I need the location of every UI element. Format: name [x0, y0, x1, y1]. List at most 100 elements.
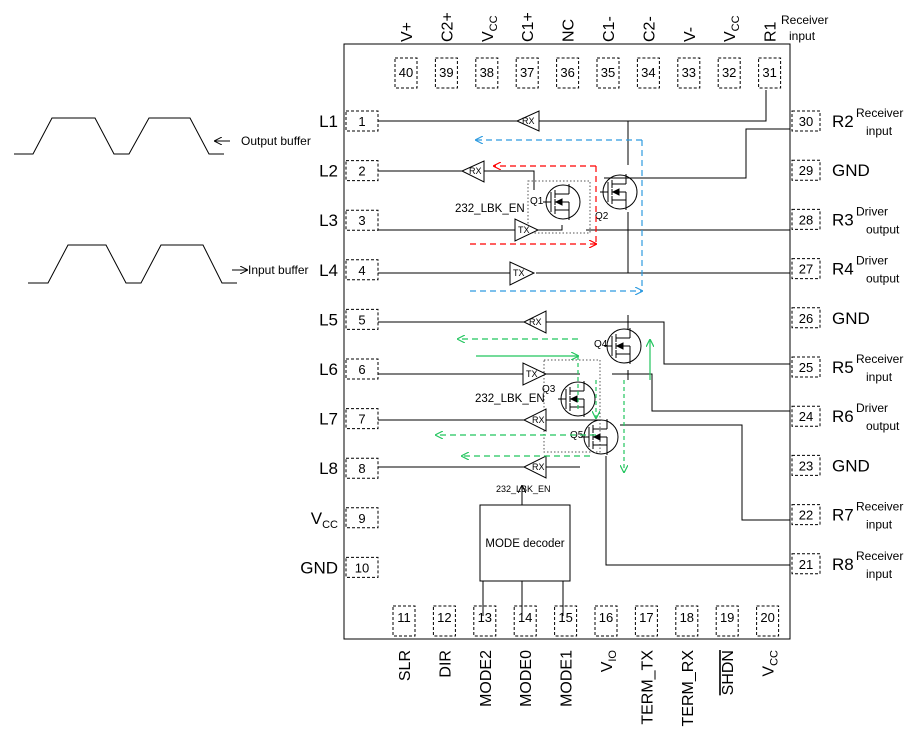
rx-buffer-l8 [522, 455, 547, 479]
top-pin-32: 32 VCC [717, 15, 742, 89]
top-pin-number: 40 [399, 65, 413, 80]
left-pin-number: 2 [358, 164, 365, 179]
bottom-pin-label: TERM_RX [680, 650, 697, 727]
top-pin-number: 36 [560, 65, 574, 80]
svg-text:RX: RX [529, 317, 542, 327]
q3-loopback-region [543, 359, 601, 453]
bottom-pin-number: 15 [558, 610, 572, 625]
bottom-pin-label: MODE2 [478, 650, 495, 707]
top-pin-34: 34 C2- [636, 16, 660, 89]
svg-text:VCC: VCC [761, 650, 781, 677]
right-pin-22: 22 R7 Receiver input [791, 500, 903, 532]
left-pin-label: L7 [319, 410, 338, 429]
left-pin-7: 7 L7 [319, 408, 379, 430]
top-pin-number: 32 [722, 65, 736, 80]
svg-text:TX: TX [526, 369, 538, 379]
right-pin-number: 28 [799, 212, 813, 227]
right-pin-27: 27 R4 Driver output [791, 254, 900, 286]
bottom-pin-17: 17 TERM_TX [634, 605, 658, 725]
input-buffer-label: Input buffer [248, 263, 309, 277]
right-pin-number: 22 [799, 508, 813, 523]
right-pin-note-line1: Receiver [856, 106, 903, 120]
bottom-pin-label: MODE1 [559, 650, 576, 707]
bottom-pin-number: 20 [760, 610, 774, 625]
left-pin-4: 4 L4 [319, 259, 379, 281]
bottom-pin-number: 17 [639, 610, 653, 625]
rx-buffer-l5 [522, 310, 547, 334]
right-pin-label: GND [832, 309, 870, 328]
buffers [460, 110, 548, 479]
bottom-pin-15: 15 MODE1 [554, 605, 578, 707]
bottom-pin-18: 18 TERM_RX [675, 605, 699, 727]
enable-label-lower: 232_LBK_EN [475, 393, 545, 405]
svg-text:L8: L8 [319, 459, 338, 478]
bottom-pin-label: SLR [397, 650, 414, 681]
left-pin-number: 8 [358, 461, 365, 476]
bottom-pin-number: 19 [720, 610, 734, 625]
svg-text:V-: V- [682, 27, 699, 42]
top-pin-number: 37 [520, 65, 534, 80]
right-pin-label: GND [832, 456, 870, 475]
svg-text:L3: L3 [319, 211, 338, 230]
left-pin-number: 1 [358, 114, 365, 129]
q5-mosfet-icon [581, 419, 619, 455]
top-pin-label: C1- [601, 16, 618, 42]
svg-text:SLR: SLR [397, 650, 414, 681]
top-pin-label: C1+ [520, 12, 537, 42]
right-pin-label: R6 [832, 407, 854, 426]
svg-text:SHDN: SHDN [720, 650, 737, 695]
right-pin-number: 21 [799, 557, 813, 572]
svg-text:MODE1: MODE1 [559, 650, 576, 707]
left-pin-number: 6 [358, 362, 365, 377]
svg-text:TX: TX [513, 268, 525, 278]
right-pin-label: R5 [832, 358, 854, 377]
svg-text:NC: NC [561, 19, 578, 42]
top-pin-label: C2- [641, 16, 658, 42]
q4-label: Q4 [594, 339, 608, 350]
input-buffer-waveform [28, 244, 247, 284]
right-pin-label: R4 [832, 260, 854, 279]
left-pin-number: 10 [355, 560, 369, 575]
output-buffer-label: Output buffer [241, 134, 311, 148]
mode-decoder-block [479, 504, 571, 582]
right-pin-note-line2: output [866, 419, 900, 433]
right-pin-number: 23 [799, 458, 813, 473]
right-pin-note-line2: output [866, 272, 900, 286]
bottom-pin-13: 13 MODE2 [473, 605, 497, 707]
top-pin-row: 40 V+ 39 C2+ 38 VCC 37 C1+ 36 NC 35 C1- 34 C2- 33 V- 32 V… [394, 12, 782, 89]
right-pin-label: GND [832, 161, 870, 180]
svg-text:VCC: VCC [722, 15, 742, 42]
bottom-pin-row: 11 SLR 12 DIR 13 MODE2 14 MODE0 15 MODE1 16 VIO 17 TE… [392, 605, 781, 727]
rx-buffer-l2 [460, 160, 485, 183]
q1-label: Q1 [530, 196, 544, 207]
right-pin-28: 28 R3 Driver output [791, 204, 900, 236]
right-pin-number: 26 [799, 311, 813, 326]
svg-text:V+: V+ [399, 22, 416, 42]
bottom-pin-number: 16 [599, 610, 613, 625]
right-pin-note-line1: Driver [856, 254, 888, 268]
q4-mosfet-icon [604, 328, 642, 364]
top-pin-label: V- [682, 27, 699, 42]
right-pin-note-line1: Receiver [856, 500, 903, 514]
right-pin-label: R3 [832, 210, 854, 229]
svg-text:L4: L4 [319, 261, 338, 280]
green-loopback-paths [436, 339, 650, 472]
right-pin-note-line2: output [866, 222, 900, 236]
right-pin-label: R8 [832, 555, 854, 574]
bottom-pin-11: 11 SLR [392, 605, 416, 681]
enable-label-upper: 232_LBK_EN [455, 203, 525, 215]
tx-buffer-l3 [514, 218, 540, 242]
left-pin-label: GND [300, 558, 338, 577]
svg-text:GND: GND [300, 558, 338, 577]
right-pin-note-line2: input [866, 567, 893, 581]
svg-text:TX: TX [518, 225, 530, 235]
buffer-labels: RX RX TX TX RX TX RX RX [469, 116, 545, 472]
svg-text:RX: RX [469, 166, 482, 176]
left-pin-number: 9 [358, 511, 365, 526]
transistors [543, 174, 642, 455]
q2-mosfet-icon [600, 174, 638, 210]
top-pin-label: C2+ [439, 12, 456, 42]
r1-receiver-note-line2: input [789, 29, 816, 43]
svg-text:RX: RX [532, 415, 545, 425]
